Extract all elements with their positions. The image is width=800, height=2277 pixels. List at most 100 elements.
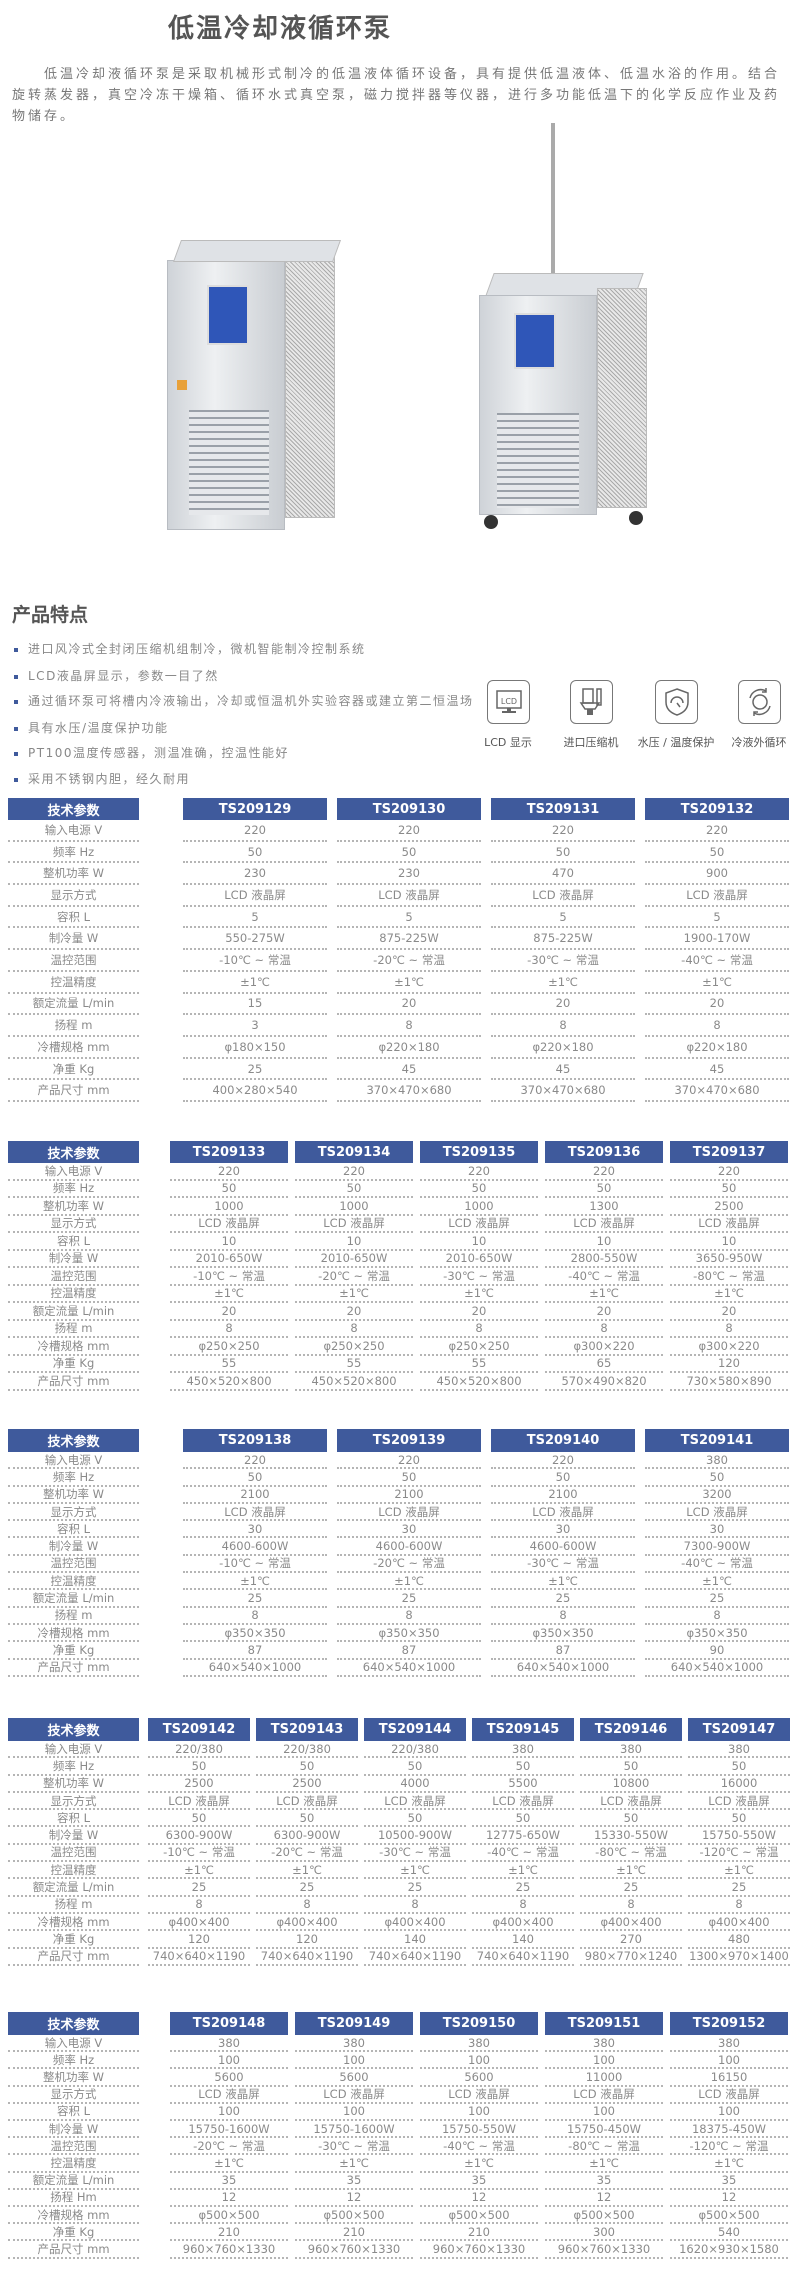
table-cell: 100: [170, 2052, 288, 2070]
table-cell: 30: [491, 1521, 635, 1539]
table-cell: 8: [645, 1608, 789, 1625]
row-label: 温控范围: [8, 2138, 139, 2156]
table-cell: φ500×500: [670, 2207, 788, 2225]
table-cell: -20℃ ~ 常温: [337, 1556, 481, 1574]
table-cell: 6300-900W: [148, 1828, 250, 1845]
table-cell: 12: [295, 2190, 413, 2207]
model-header: TS209131: [491, 798, 635, 820]
table-cell: ±1℃: [295, 2155, 413, 2173]
table-cell: 100: [670, 2104, 788, 2121]
table-cell: 370×470×680: [337, 1080, 481, 1103]
table-cell: LCD 液晶屏: [295, 1216, 413, 1233]
spec-header-label: 技术参数: [8, 1429, 139, 1452]
table-cell: 400×280×540: [183, 1080, 327, 1103]
table-cell: φ500×500: [545, 2207, 663, 2225]
table-cell: 100: [420, 2052, 538, 2070]
row-label: 控温精度: [8, 972, 139, 994]
table-cell: 20: [170, 1303, 288, 1321]
row-label: 频率 Hz: [8, 1181, 139, 1198]
table-cell: 45: [491, 1059, 635, 1081]
table-cell: 50: [645, 842, 789, 864]
table-cell: 1900-170W: [645, 929, 789, 951]
table-cell: 35: [420, 2173, 538, 2190]
table-cell: ±1℃: [491, 972, 635, 994]
table-cell: 2500: [670, 1198, 788, 1216]
table-cell: 15750-1600W: [170, 2121, 288, 2139]
row-label: 扬程 m: [8, 1608, 139, 1625]
table-cell: 55: [170, 1356, 288, 1373]
table-cell: 470: [491, 863, 635, 886]
table-cell: ±1℃: [545, 1286, 663, 1303]
row-label: 制冷量 W: [8, 1828, 139, 1845]
row-label: 容积 L: [8, 1521, 139, 1539]
row-label: 制冷量 W: [8, 1251, 139, 1268]
row-label: 扬程 m: [8, 1321, 139, 1338]
row-label: 显示方式: [8, 885, 139, 907]
row-label: 产品尺寸 mm: [8, 2241, 139, 2259]
table-cell: 220: [491, 1452, 635, 1470]
table-cell: LCD 液晶屏: [295, 2087, 413, 2104]
row-label: 频率 Hz: [8, 2052, 139, 2070]
table-cell: 380: [295, 2035, 413, 2053]
table-cell: 87: [183, 1642, 327, 1660]
feature-text: 采用不锈钢内胆，经久耐用: [28, 772, 191, 786]
table-cell: 1620×930×1580: [670, 2241, 788, 2259]
row-label: 冷槽规格 mm: [8, 1625, 139, 1643]
table-cell: -30℃ ~ 常温: [491, 950, 635, 972]
row-label: 整机功率 W: [8, 863, 139, 886]
table-cell: 20: [491, 994, 635, 1016]
table-cell: 50: [364, 1810, 466, 1828]
feature-icon-label: LCD 显示: [484, 736, 532, 749]
table-cell: φ400×400: [364, 1914, 466, 1932]
table-cell: 12: [420, 2190, 538, 2207]
bullet-icon: [14, 674, 18, 679]
table-cell: φ400×400: [580, 1914, 682, 1932]
model-header: TS209152: [670, 2012, 788, 2035]
table-cell: 220/380: [364, 1741, 466, 1759]
table-cell: -20℃ ~ 常温: [337, 950, 481, 972]
table-cell: 50: [295, 1181, 413, 1198]
row-label: 扬程 Hm: [8, 2190, 139, 2207]
table-cell: LCD 液晶屏: [688, 1793, 790, 1811]
table-cell: 640×540×1000: [337, 1660, 481, 1677]
table-cell: 220: [183, 820, 327, 842]
feature-item: LCD液晶屏显示，参数一目了然: [14, 667, 219, 685]
table-cell: 2100: [337, 1487, 481, 1504]
model-header: TS209138: [183, 1429, 327, 1452]
table-cell: 87: [337, 1642, 481, 1660]
product-image-small-unit: [167, 240, 342, 537]
table-cell: 50: [337, 842, 481, 864]
table-cell: -40℃ ~ 常温: [645, 950, 789, 972]
table-cell: 8: [491, 1015, 635, 1037]
table-cell: 55: [295, 1356, 413, 1373]
table-cell: φ350×350: [491, 1625, 635, 1643]
model-header: TS209140: [491, 1429, 635, 1452]
table-cell: φ300×220: [545, 1338, 663, 1356]
table-cell: 1000: [170, 1198, 288, 1216]
row-label: 冷槽规格 mm: [8, 1338, 139, 1356]
table-cell: 10500-900W: [364, 1828, 466, 1845]
table-cell: 550-275W: [183, 929, 327, 951]
table-cell: 140: [364, 1931, 466, 1949]
table-cell: ±1℃: [256, 1862, 358, 1880]
table-cell: 380: [545, 2035, 663, 2053]
table-cell: 7300-900W: [645, 1539, 789, 1556]
table-cell: 5: [491, 907, 635, 929]
table-cell: 100: [295, 2104, 413, 2121]
table-cell: 100: [545, 2104, 663, 2121]
table-cell: ±1℃: [148, 1862, 250, 1880]
spec-header-label: 技术参数: [8, 1141, 139, 1163]
table-cell: -20℃ ~ 常温: [170, 2138, 288, 2156]
table-cell: φ250×250: [295, 1338, 413, 1356]
table-cell: 640×540×1000: [645, 1660, 789, 1677]
table-cell: LCD 液晶屏: [645, 1504, 789, 1522]
table-cell: 20: [645, 994, 789, 1016]
table-cell: 100: [670, 2052, 788, 2070]
table-cell: 380: [170, 2035, 288, 2053]
table-cell: 220: [645, 820, 789, 842]
table-cell: 8: [491, 1608, 635, 1625]
bullet-icon: [14, 699, 18, 704]
table-cell: 5: [645, 907, 789, 929]
table-cell: 8: [337, 1608, 481, 1625]
feature-icon-label: 冷液外循环: [731, 736, 787, 749]
